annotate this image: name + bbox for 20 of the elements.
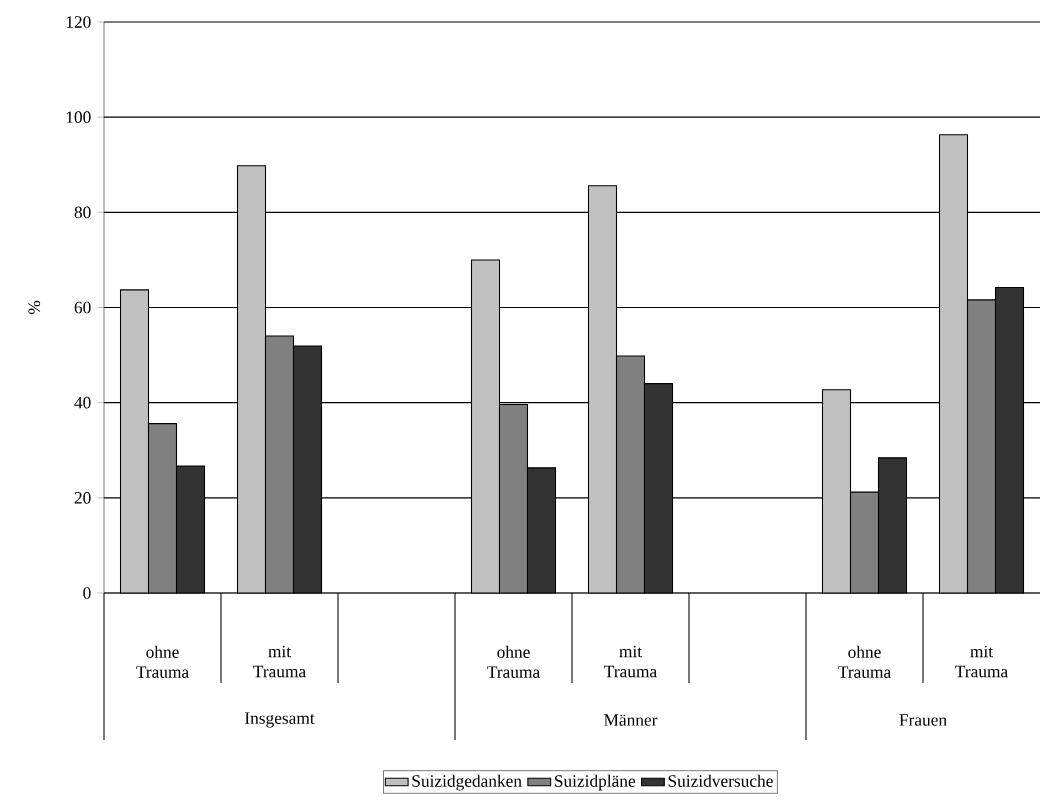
text: Männer — [604, 714, 658, 726]
y-tick-label: 100 — [66, 111, 91, 123]
x-tick-label: mit Trauma — [604, 645, 657, 678]
legend-label: Suizidpläne — [554, 774, 636, 791]
y-tick-label: 0 — [83, 587, 91, 599]
legend-label: Suizidgedanken — [412, 774, 522, 791]
x-tick-label: ohne Trauma — [487, 645, 540, 678]
y-tick-label: 60 — [74, 301, 91, 314]
x-tick-label: mit Trauma — [253, 645, 306, 678]
x-tick-label: ohne Trauma — [838, 645, 891, 678]
y-tick-label: 120 — [66, 16, 91, 28]
x-tick-label: ohne Trauma — [136, 645, 189, 678]
text: Frauen — [899, 714, 947, 726]
legend-label: Suizidversuche — [668, 774, 773, 787]
y-tick-label: 40 — [74, 396, 91, 409]
x-tick-label: mit Trauma — [955, 645, 1008, 678]
text: Insgesamt — [244, 712, 315, 728]
y-axis-title: % — [28, 300, 41, 315]
y-tick-label: 20 — [74, 491, 91, 504]
y-tick-label: 80 — [74, 206, 91, 219]
